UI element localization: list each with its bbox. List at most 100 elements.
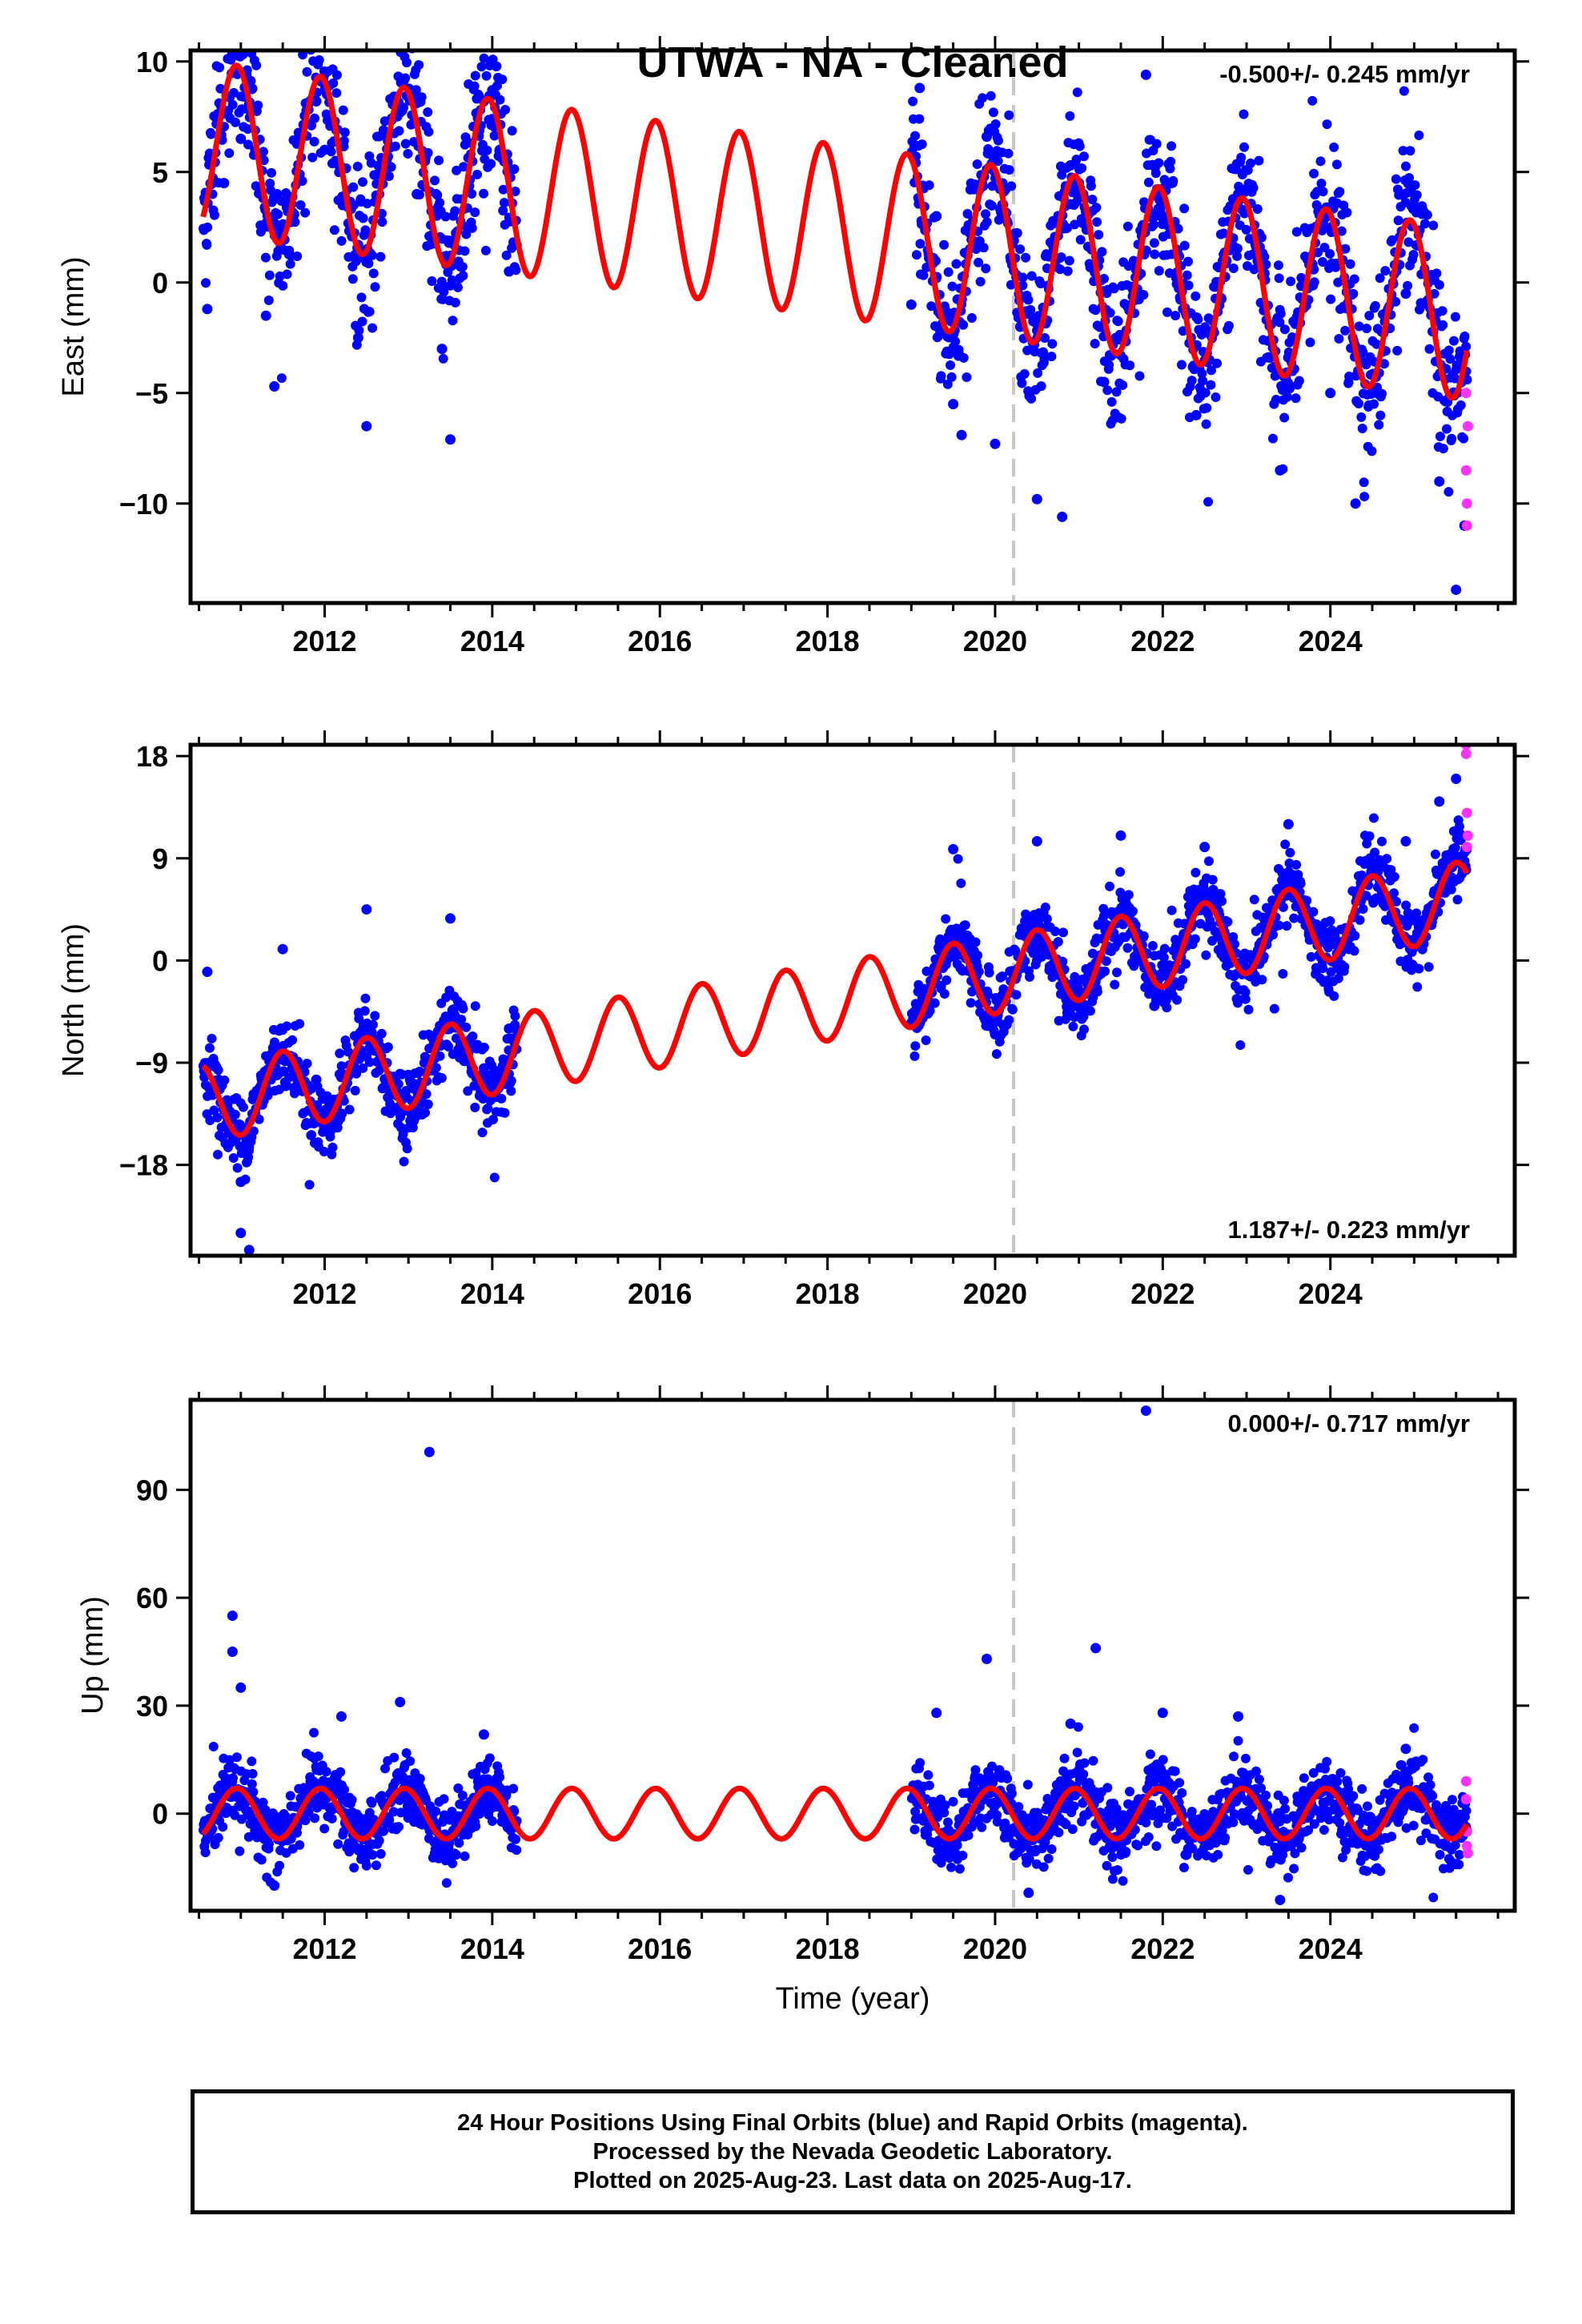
final-orbit-point [510, 1011, 520, 1021]
final-orbit-point [361, 904, 372, 915]
final-orbit-point [1387, 1831, 1397, 1842]
final-orbit-point [991, 1049, 1002, 1059]
final-orbit-point [450, 206, 460, 216]
final-orbit-point [1411, 908, 1422, 919]
final-orbit-point [963, 1830, 974, 1840]
y-tick-label: −18 [119, 1149, 168, 1182]
final-orbit-point [1317, 256, 1327, 267]
x-tick-label: 2014 [460, 625, 524, 657]
final-orbit-point [1323, 943, 1334, 953]
final-orbit-point [1154, 158, 1164, 168]
final-orbit-point [403, 148, 413, 159]
x-tick-label: 2016 [628, 625, 692, 657]
final-orbit-point [461, 1022, 472, 1032]
final-orbit-point [1006, 181, 1017, 191]
final-orbit-point [1233, 1735, 1243, 1746]
final-orbit-point [297, 176, 307, 187]
final-orbit-point [1460, 331, 1470, 341]
final-orbit-point [990, 1029, 1001, 1040]
final-orbit-point [1302, 895, 1312, 906]
x-tick-label: 2022 [1130, 625, 1195, 657]
final-orbit-point [1115, 830, 1126, 841]
final-orbit-point [1349, 274, 1359, 284]
final-orbit-point [358, 1063, 368, 1073]
final-orbit-point [1401, 900, 1411, 911]
final-orbit-point [479, 1043, 489, 1053]
final-orbit-point [1443, 487, 1454, 497]
final-orbit-point [271, 219, 281, 229]
final-orbit-point [936, 371, 946, 381]
final-orbit-point [1138, 290, 1149, 300]
final-orbit-point [1277, 384, 1287, 395]
final-orbit-point [401, 58, 412, 68]
final-orbit-point [1230, 939, 1240, 949]
final-orbit-point [1074, 141, 1085, 151]
final-orbit-point [1107, 1874, 1118, 1884]
final-orbit-point [1105, 308, 1115, 318]
final-orbit-point [1162, 1003, 1172, 1013]
final-orbit-point [424, 127, 434, 137]
final-orbit-point [1057, 511, 1068, 522]
final-orbit-point [350, 1085, 360, 1096]
final-orbit-point [1113, 316, 1123, 327]
final-orbit-point [398, 37, 408, 46]
final-orbit-point [321, 1767, 331, 1777]
final-orbit-point [1112, 1865, 1122, 1876]
final-orbit-point [247, 1768, 258, 1779]
final-orbit-point [1418, 1755, 1428, 1765]
final-orbit-point [1391, 896, 1402, 907]
final-orbit-point [1357, 424, 1367, 434]
final-orbit-point [450, 297, 460, 308]
final-orbit-point [203, 222, 213, 232]
final-orbit-point [1182, 270, 1192, 280]
final-orbit-point [445, 434, 456, 445]
final-orbit-point [1078, 1769, 1089, 1779]
x-tick-label: 2020 [963, 1277, 1027, 1310]
final-orbit-point [1085, 1006, 1095, 1016]
final-orbit-point [1340, 325, 1351, 336]
final-orbit-point [215, 62, 225, 73]
final-orbit-point [1031, 493, 1042, 505]
final-orbit-point [1350, 498, 1361, 509]
final-orbit-point [1308, 907, 1319, 917]
final-orbit-point [1021, 252, 1031, 263]
final-orbit-point [1149, 211, 1160, 222]
final-orbit-point [981, 131, 992, 143]
final-orbit-point [299, 1067, 310, 1077]
final-orbit-point [1345, 259, 1355, 269]
final-orbit-point [1186, 376, 1197, 386]
final-orbit-point [309, 1727, 319, 1738]
y-tick-label: 10 [136, 46, 168, 78]
final-orbit-point [400, 73, 411, 83]
final-orbit-point [917, 139, 927, 150]
rapid-orbit-point [1461, 807, 1472, 818]
final-orbit-point [1296, 1843, 1307, 1853]
final-orbit-point [1228, 931, 1239, 942]
final-orbit-point [1183, 256, 1194, 267]
final-orbit-point [336, 235, 347, 246]
final-orbit-point [1122, 943, 1133, 953]
final-orbit-point [458, 271, 468, 281]
final-orbit-point [1285, 384, 1295, 394]
final-orbit-point [1404, 173, 1415, 183]
final-orbit-point [1134, 371, 1145, 381]
final-orbit-point [402, 1144, 412, 1154]
final-orbit-point [914, 82, 926, 94]
final-orbit-point [1459, 433, 1469, 444]
final-orbit-point [1170, 311, 1181, 321]
final-orbit-point [1275, 308, 1286, 319]
final-orbit-point [202, 304, 213, 315]
final-orbit-point [395, 107, 406, 118]
final-orbit-point [1363, 1801, 1373, 1811]
final-orbit-point [1340, 243, 1351, 254]
final-orbit-point [500, 105, 511, 115]
final-orbit-point [496, 1093, 507, 1104]
final-orbit-point [431, 1806, 441, 1816]
final-orbit-point [367, 1850, 378, 1860]
final-orbit-point [1256, 232, 1267, 243]
final-orbit-point [208, 1741, 219, 1751]
final-orbit-point [1229, 1751, 1239, 1762]
final-orbit-point [292, 251, 303, 261]
final-orbit-point [508, 1783, 519, 1794]
final-orbit-point [352, 161, 363, 171]
